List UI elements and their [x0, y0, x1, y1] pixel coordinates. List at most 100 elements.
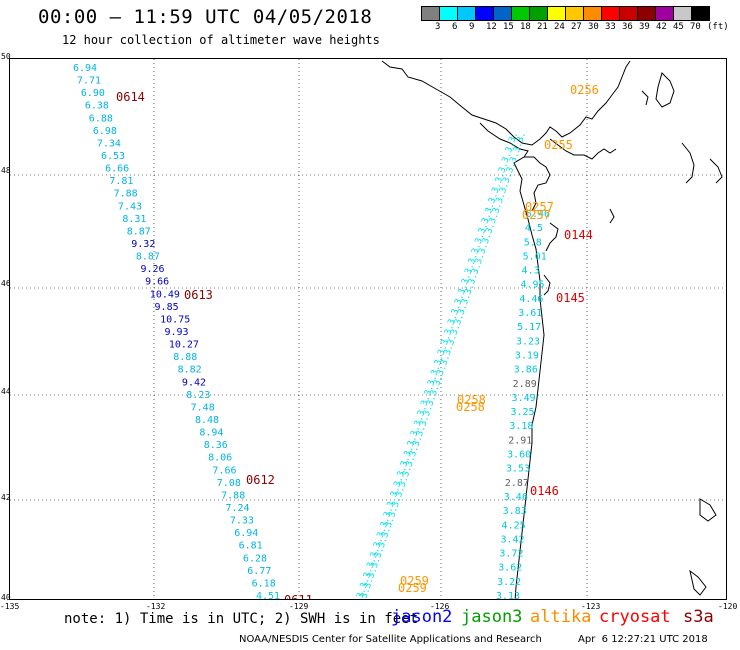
- legend-swatch: [440, 6, 458, 21]
- swh-value-west: 7.88: [221, 490, 245, 501]
- altika-track-mark: 3.: [429, 384, 442, 398]
- swh-value-coastal: 2.89: [513, 379, 537, 390]
- altika-track-mark: 3.: [415, 424, 428, 438]
- swh-value-west: 6.81: [239, 541, 263, 552]
- legend-swatch: [638, 6, 656, 21]
- swh-value-west: 8.48: [195, 415, 219, 426]
- lon-label-129: -129: [289, 602, 309, 611]
- swh-value-west: 9.42: [182, 377, 206, 388]
- legend-swatch: [476, 6, 494, 21]
- swh-value-west: 7.66: [212, 465, 236, 476]
- altika-track-mark: 3.: [420, 394, 433, 408]
- pass-label-0146: 0146: [530, 484, 559, 498]
- legend-label: (ft): [707, 22, 729, 32]
- legend-swatch: [548, 6, 566, 21]
- altika-track-mark: 3.: [505, 161, 518, 175]
- swh-value-west: 7.43: [118, 201, 142, 212]
- altika-track-mark: 3.: [387, 505, 400, 519]
- altika-track-mark: 3.: [497, 161, 510, 175]
- altika-track-mark: 3.: [457, 282, 470, 296]
- altika-track-mark: 3.: [433, 353, 446, 367]
- altika-track-mark: 3.: [355, 586, 368, 600]
- swh-value-west: 6.88: [89, 113, 113, 124]
- swh-value-west: 10.75: [160, 314, 190, 325]
- swh-value-west: 7.48: [191, 402, 215, 413]
- altika-track-mark: 3.: [382, 505, 395, 519]
- altika-track-mark: 3.: [409, 424, 422, 438]
- altika-track-mark: 3.: [366, 566, 379, 580]
- legend-label: 39: [639, 22, 650, 32]
- altika-track-mark: 3.: [494, 171, 507, 185]
- altika-track-mark: 3.: [366, 556, 379, 570]
- swh-value-west: 6.77: [247, 566, 271, 577]
- altika-track-mark: 3.: [369, 546, 382, 560]
- legend-label: 6: [452, 22, 458, 32]
- altika-track-mark: 3.: [416, 404, 429, 418]
- altika-track-mark: 3.: [403, 445, 416, 459]
- swh-value-coastal: 3.18: [509, 421, 533, 432]
- swh-value-coastal: 4.46: [519, 294, 543, 305]
- swh-value-coastal: 3.72: [499, 549, 523, 560]
- altika-track-mark: 3.: [474, 232, 487, 246]
- pass-label-0257b: 0257: [522, 208, 551, 222]
- pass-label-0259b: 0259: [398, 581, 427, 595]
- altika-track-mark: 3.: [430, 363, 443, 377]
- altika-track-mark: 3.: [470, 242, 483, 256]
- altika-track-mark: 3.: [359, 576, 372, 590]
- altika-track-mark: 3.: [507, 130, 520, 144]
- altika-track-mark: 3.: [495, 191, 508, 205]
- legend-swatch: [692, 6, 710, 21]
- legend-label: 36: [622, 22, 633, 32]
- legend-label: 27: [571, 22, 582, 32]
- pass-label-0611: 0611: [284, 593, 313, 600]
- altika-track-mark: 3.: [386, 495, 399, 509]
- pass-label-0257: 0257: [525, 200, 554, 214]
- swh-value-west: 9.26: [140, 264, 164, 275]
- altika-track-mark: 3.: [436, 343, 449, 357]
- altika-track-mark: 3.: [450, 303, 463, 317]
- altika-track-mark: 3.: [450, 323, 463, 337]
- altika-track-mark: 3.: [391, 495, 404, 509]
- altika-track-mark: 3.: [477, 242, 490, 256]
- altika-track-mark: 3.: [467, 272, 480, 286]
- footnote: note: 1) Time is in UTC; 2) SWH is in fe…: [64, 611, 419, 627]
- swh-value-coastal: 3.60: [507, 450, 531, 461]
- legend-label: 15: [503, 22, 514, 32]
- altika-track-mark: 3.: [393, 475, 406, 489]
- swh-value-coastal: 3.25: [510, 407, 534, 418]
- altika-track-mark: 3.: [498, 181, 511, 195]
- swh-value-west: 8.87: [136, 252, 160, 263]
- legend-label: 18: [520, 22, 531, 32]
- altika-track-mark: 3.: [373, 546, 386, 560]
- swh-value-west: 8.23: [186, 390, 210, 401]
- swh-value-west: 7.34: [97, 138, 121, 149]
- swh-value-coastal: 4.5: [525, 223, 543, 234]
- altika-track-mark: 3.: [470, 262, 483, 276]
- lon-label-126: -126: [430, 602, 450, 611]
- legend-label: 9: [469, 22, 475, 32]
- legend-label: 33: [605, 22, 616, 32]
- map-canvas: 6.94 7.716.90 6.386.88 6.987.34 6.53 6.667.81…: [10, 59, 726, 600]
- swh-value-west: 9.85: [155, 302, 179, 313]
- pass-label-0258b: 0258: [456, 400, 485, 414]
- pass-label-0144: 0144: [564, 228, 593, 242]
- altika-track-mark: 3.: [447, 313, 460, 327]
- legend-label: 45: [673, 22, 684, 32]
- swh-value-coastal: 2.91: [508, 435, 532, 446]
- swh-value-west: 8.94: [199, 428, 223, 439]
- swh-value-west: 6.18: [252, 578, 276, 589]
- altika-track-mark: 3.: [406, 434, 419, 448]
- altika-track-mark: 3.: [363, 576, 376, 590]
- legend-swatch: [421, 6, 440, 21]
- lat-label-44: 44: [1, 387, 11, 396]
- swh-value-west: 6.94: [73, 63, 97, 74]
- altika-track-mark: 3.: [515, 130, 528, 144]
- map-subtitle: 12 hour collection of altimeter wave hei…: [62, 33, 380, 47]
- swh-value-west: 6.94: [234, 528, 258, 539]
- altika-track-mark: 3.: [439, 353, 452, 367]
- altika-track-mark: 3.: [488, 211, 501, 225]
- color-scale-legend: [421, 6, 710, 21]
- swh-value-west: 6.90: [81, 88, 105, 99]
- swh-value-west: 8.82: [178, 365, 202, 376]
- swh-value-coastal: 3.49: [512, 393, 536, 404]
